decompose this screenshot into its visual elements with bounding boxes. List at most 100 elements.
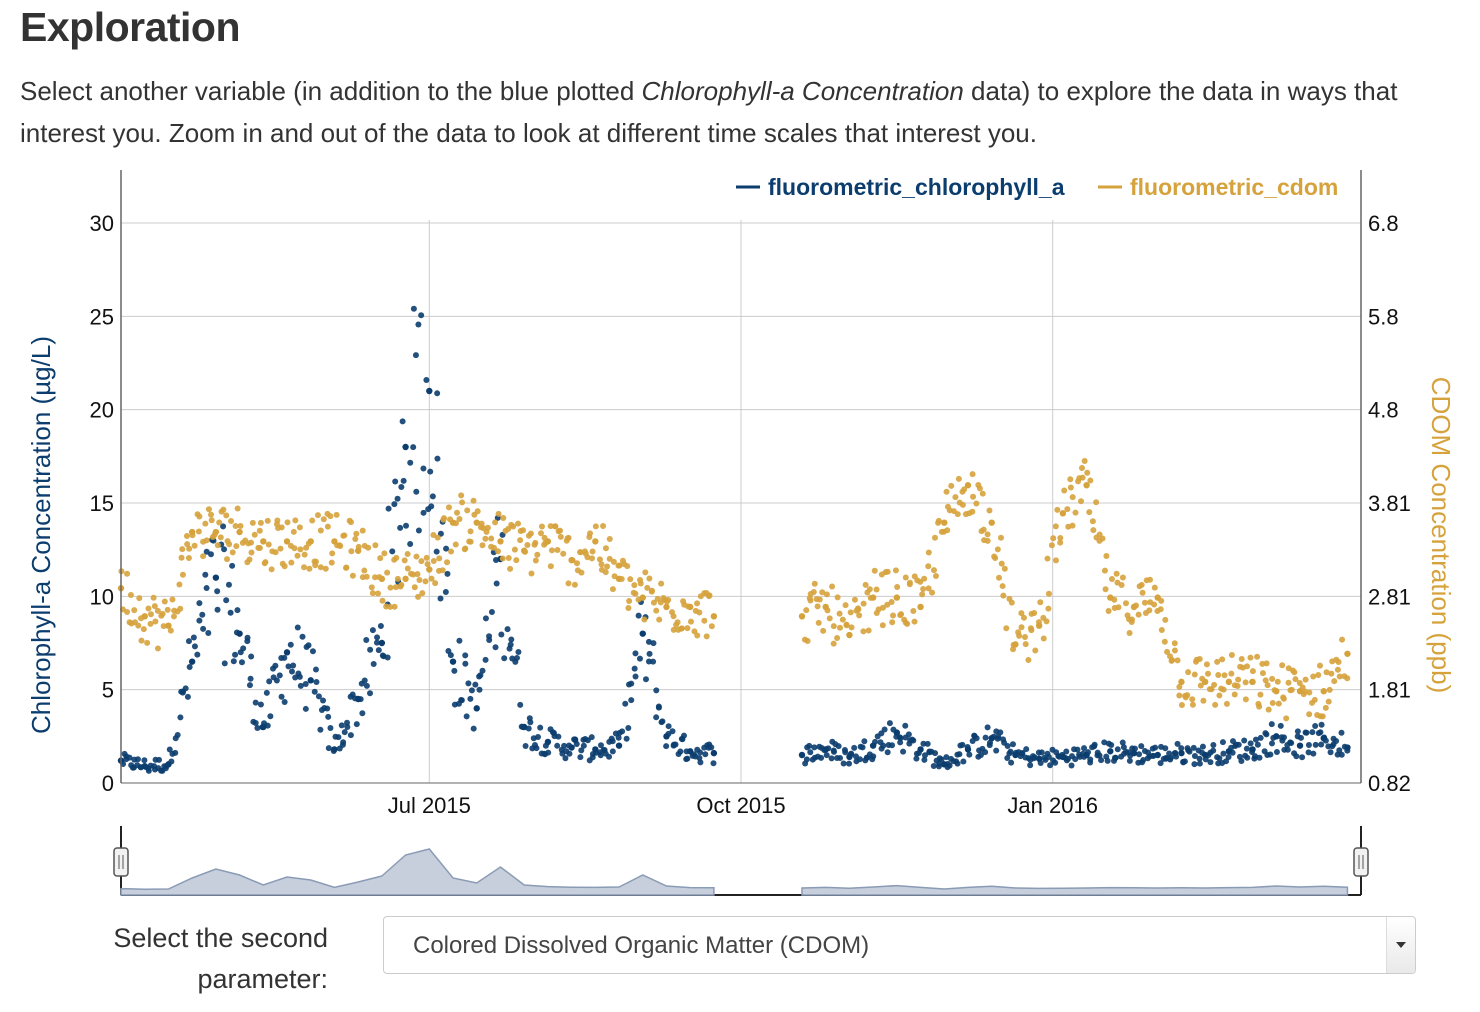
data-point-fluorometric_cdom [1238, 656, 1245, 663]
data-point-fluorometric_chlorophyll_a [141, 757, 148, 764]
data-point-fluorometric_cdom [359, 527, 366, 534]
data-point-fluorometric_cdom [879, 604, 886, 611]
data-point-fluorometric_chlorophyll_a [1338, 729, 1345, 736]
data-point-fluorometric_cdom [1319, 713, 1326, 720]
data-point-fluorometric_chlorophyll_a [266, 678, 273, 685]
data-point-fluorometric_cdom [1119, 574, 1126, 581]
data-point-fluorometric_cdom [1215, 671, 1222, 678]
data-point-fluorometric_cdom [921, 575, 928, 582]
data-point-fluorometric_cdom [179, 546, 186, 553]
data-point-fluorometric_chlorophyll_a [1273, 733, 1280, 740]
data-point-fluorometric_cdom [378, 575, 386, 583]
data-point-fluorometric_cdom [588, 555, 595, 562]
range-navigator[interactable] [113, 826, 1369, 896]
data-point-fluorometric_cdom [1334, 666, 1341, 673]
data-point-fluorometric_cdom [184, 541, 191, 548]
data-point-fluorometric_chlorophyll_a [288, 668, 295, 675]
data-point-fluorometric_cdom [176, 581, 183, 588]
dropdown-button[interactable] [1386, 917, 1415, 973]
data-point-fluorometric_chlorophyll_a [428, 503, 435, 510]
data-point-fluorometric_cdom [1161, 638, 1168, 645]
data-point-fluorometric_cdom [482, 535, 489, 542]
data-point-fluorometric_chlorophyll_a [645, 638, 652, 645]
data-point-fluorometric_cdom [296, 524, 303, 531]
data-point-fluorometric_cdom [237, 523, 244, 530]
data-point-fluorometric_cdom [424, 561, 431, 568]
data-point-fluorometric_chlorophyll_a [302, 705, 309, 712]
second-parameter-select[interactable]: Colored Dissolved Organic Matter (CDOM) [383, 916, 1416, 974]
data-point-fluorometric_cdom [1087, 477, 1094, 484]
range-end-handle[interactable] [1353, 847, 1369, 877]
data-point-fluorometric_cdom [154, 645, 161, 652]
data-point-fluorometric_cdom [998, 560, 1005, 567]
legend[interactable]: fluorometric_chlorophyll_a fluorometric_c… [736, 174, 1338, 200]
data-point-fluorometric_chlorophyll_a [1037, 760, 1044, 767]
data-point-fluorometric_cdom [976, 485, 983, 492]
data-point-fluorometric_chlorophyll_a [597, 752, 604, 759]
data-point-fluorometric_cdom [1311, 696, 1318, 703]
data-point-fluorometric_cdom [959, 501, 966, 508]
data-point-fluorometric_chlorophyll_a [449, 658, 457, 665]
data-point-fluorometric_chlorophyll_a [426, 387, 433, 395]
exploration-chart[interactable]: 0 5 10 15 20 25 30 0.82 1.81 2.81 3.81 4.8 5.8 6.8 Jul… [0, 160, 1480, 900]
data-point-fluorometric_cdom [1078, 498, 1085, 505]
data-point-fluorometric_chlorophyll_a [184, 693, 191, 700]
data-point-fluorometric_chlorophyll_a [423, 377, 430, 384]
data-point-fluorometric_chlorophyll_a [447, 652, 454, 659]
data-point-fluorometric_cdom [574, 560, 581, 567]
data-point-fluorometric_cdom [848, 624, 855, 631]
data-point-fluorometric_cdom [441, 515, 448, 522]
data-point-fluorometric_cdom [297, 546, 304, 553]
data-point-fluorometric_chlorophyll_a [214, 588, 221, 595]
data-point-fluorometric_cdom [1264, 682, 1271, 689]
data-point-fluorometric_cdom [1221, 672, 1228, 679]
data-point-fluorometric_chlorophyll_a [708, 744, 715, 751]
data-point-fluorometric_chlorophyll_a [437, 595, 444, 602]
data-point-fluorometric_cdom [377, 555, 384, 562]
data-point-fluorometric_cdom [491, 544, 498, 551]
data-point-fluorometric_cdom [234, 505, 241, 512]
data-point-fluorometric_cdom [402, 575, 409, 583]
data-point-fluorometric_chlorophyll_a [1238, 757, 1245, 764]
data-point-fluorometric_chlorophyll_a [1085, 749, 1092, 756]
data-point-fluorometric_cdom [1176, 683, 1183, 690]
data-point-fluorometric_cdom [131, 607, 138, 614]
data-point-fluorometric_cdom [890, 612, 897, 619]
data-point-fluorometric_cdom [686, 603, 694, 611]
data-point-fluorometric_cdom [644, 584, 651, 591]
data-point-fluorometric_chlorophyll_a [1220, 750, 1227, 757]
data-point-fluorometric_cdom [284, 519, 291, 526]
data-point-fluorometric_cdom [906, 579, 913, 586]
data-point-fluorometric_chlorophyll_a [625, 725, 632, 732]
data-point-fluorometric_chlorophyll_a [508, 636, 515, 643]
data-point-fluorometric_cdom [954, 511, 961, 518]
data-point-fluorometric_chlorophyll_a [384, 654, 391, 661]
data-point-fluorometric_cdom [1078, 464, 1085, 471]
handle-grip-icon [1353, 847, 1369, 877]
data-point-fluorometric_chlorophyll_a [462, 652, 469, 659]
data-point-fluorometric_cdom [1296, 679, 1303, 686]
data-point-fluorometric_chlorophyll_a [1072, 756, 1079, 763]
data-point-fluorometric_chlorophyll_a [238, 659, 245, 666]
data-point-fluorometric_chlorophyll_a [403, 522, 410, 529]
data-point-fluorometric_cdom [902, 574, 909, 581]
data-point-fluorometric_chlorophyll_a [562, 755, 569, 762]
data-point-fluorometric_cdom [1191, 671, 1198, 678]
data-point-fluorometric_cdom [819, 589, 826, 596]
data-point-fluorometric_chlorophyll_a [230, 658, 237, 665]
data-point-fluorometric_chlorophyll_a [353, 721, 360, 728]
data-point-fluorometric_chlorophyll_a [1256, 754, 1263, 761]
range-start-handle[interactable] [113, 847, 129, 877]
data-point-fluorometric_chlorophyll_a [544, 738, 552, 746]
data-point-fluorometric_cdom [1069, 522, 1076, 529]
data-point-fluorometric_cdom [851, 596, 858, 603]
data-point-fluorometric_chlorophyll_a [285, 663, 292, 670]
data-point-fluorometric_cdom [281, 563, 288, 570]
data-point-fluorometric_chlorophyll_a [1091, 741, 1098, 748]
data-point-fluorometric_chlorophyll_a [589, 754, 596, 761]
data-point-fluorometric_chlorophyll_a [545, 749, 552, 756]
data-point-fluorometric_chlorophyll_a [1318, 721, 1325, 728]
data-point-fluorometric_cdom [1214, 658, 1221, 665]
data-point-fluorometric_chlorophyll_a [507, 641, 514, 648]
data-point-fluorometric_cdom [1306, 711, 1313, 718]
